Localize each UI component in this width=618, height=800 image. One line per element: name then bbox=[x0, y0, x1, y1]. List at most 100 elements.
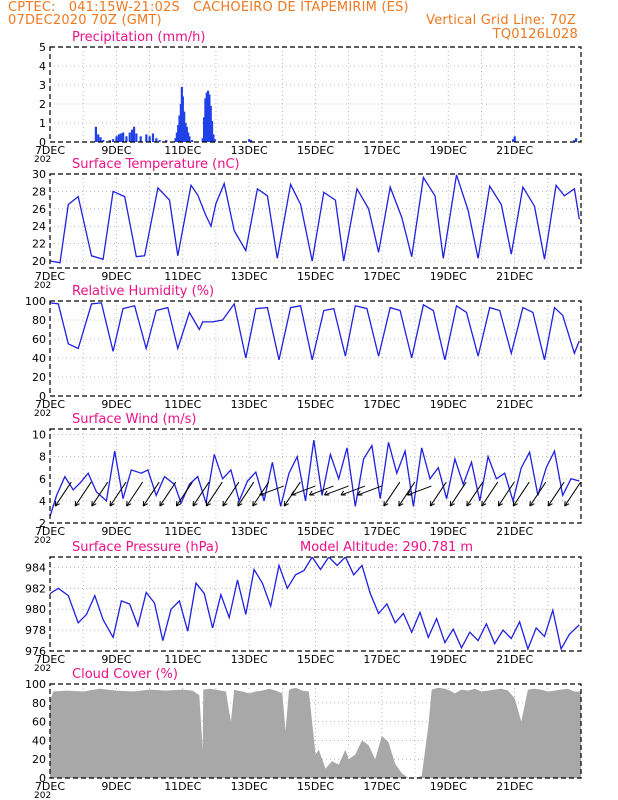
humidity-series-line bbox=[50, 302, 580, 361]
precip-bar bbox=[99, 137, 102, 142]
pressure-xtick: 7DEC bbox=[35, 653, 65, 666]
wind-frame bbox=[49, 428, 582, 524]
precip-bar bbox=[108, 140, 111, 142]
wind-xtick-year: 202 bbox=[34, 536, 51, 546]
precipitation-ytick: 0 bbox=[39, 136, 46, 149]
precip-bar bbox=[204, 98, 207, 142]
temperature-xtick: 11DEC bbox=[164, 270, 201, 283]
wind-arrow bbox=[222, 481, 240, 507]
precip-bar bbox=[184, 123, 187, 142]
precipitation-xtick: 9DEC bbox=[101, 144, 131, 157]
cloud-cover-ytick: 60 bbox=[32, 716, 46, 729]
cloud-cover-xtick: 15DEC bbox=[297, 780, 334, 793]
precip-bar bbox=[213, 139, 216, 142]
temperature-ytick: 30 bbox=[32, 168, 46, 181]
precip-bar bbox=[511, 139, 515, 142]
precip-bar bbox=[188, 136, 191, 142]
wind-arrow-head bbox=[206, 503, 211, 507]
precipitation-xtick: 21DEC bbox=[496, 144, 533, 157]
precipitation-ytick: 3 bbox=[39, 79, 46, 92]
wind-panel: 2 4 6 8 10 7DEC 9DEC 11DEC 13DEC 15DEC 17DEC 19DEC 2… bbox=[32, 412, 582, 546]
precip-bar bbox=[575, 138, 578, 142]
wind-arrow-head bbox=[142, 503, 148, 507]
wind-arrow-head bbox=[564, 503, 570, 507]
wind-arrow-head bbox=[529, 503, 535, 507]
precip-bar bbox=[132, 126, 136, 142]
wind-arrow bbox=[192, 481, 210, 507]
temperature-title: Surface Temperature (nC) bbox=[72, 157, 240, 172]
precip-bar bbox=[181, 96, 184, 142]
wind-arrow-head bbox=[383, 503, 389, 507]
precip-bar bbox=[177, 124, 180, 142]
wind-xtick: 15DEC bbox=[297, 525, 334, 538]
humidity-ytick: 40 bbox=[32, 352, 46, 365]
pressure-subtitle: Model Altitude: 290.781 m bbox=[300, 540, 473, 555]
wind-title: Surface Wind (m/s) bbox=[72, 412, 196, 427]
wind-arrow-head bbox=[547, 503, 553, 507]
cloud-cover-frame bbox=[49, 683, 582, 779]
precip-bar bbox=[130, 129, 134, 142]
precip-bar bbox=[94, 126, 97, 142]
precip-bar bbox=[117, 134, 120, 142]
pressure-ytick: 984 bbox=[25, 561, 46, 574]
precip-bar bbox=[151, 133, 155, 142]
wind-ytick: 2 bbox=[39, 517, 46, 530]
temperature-series-line bbox=[50, 174, 580, 264]
cloud-cover-xtick: 21DEC bbox=[496, 780, 533, 793]
wind-arrow bbox=[481, 481, 499, 507]
precip-bar bbox=[112, 139, 115, 142]
wind-arrow-head bbox=[252, 503, 258, 507]
wind-arrow bbox=[407, 485, 432, 496]
precipitation-xtick: 17DEC bbox=[363, 144, 400, 157]
wind-ytick: 10 bbox=[32, 429, 46, 442]
temperature-ytick: 28 bbox=[32, 185, 46, 198]
precip-bar bbox=[205, 92, 208, 142]
wind-xtick: 21DEC bbox=[496, 525, 533, 538]
precipitation-ytick: 5 bbox=[39, 41, 46, 54]
precip-bar bbox=[97, 134, 100, 142]
humidity-xtick-year: 202 bbox=[34, 409, 51, 419]
cloud-cover-xtick: 7DEC bbox=[35, 780, 65, 793]
precip-bar bbox=[115, 136, 118, 142]
wind-arrow-head bbox=[481, 503, 487, 507]
humidity-xtick: 17DEC bbox=[363, 398, 400, 411]
wind-arrow-head bbox=[109, 503, 115, 507]
pressure-series-line bbox=[50, 557, 580, 651]
precipitation-ytick: 4 bbox=[39, 60, 46, 73]
wind-arrow-head bbox=[91, 503, 97, 507]
cloud-area bbox=[50, 687, 581, 778]
precip-bar bbox=[209, 105, 212, 142]
precip-bar bbox=[178, 115, 181, 142]
wind-arrow bbox=[340, 485, 366, 496]
wind-arrow bbox=[529, 481, 547, 507]
temperature-xtick: 7DEC bbox=[35, 270, 65, 283]
precipitation-title: Precipitation (mm/h) bbox=[72, 30, 205, 45]
wind-arrow bbox=[547, 481, 565, 507]
wind-arrow bbox=[564, 481, 582, 507]
precipitation-xtick: 19DEC bbox=[430, 144, 467, 157]
humidity-xtick: 19DEC bbox=[430, 398, 467, 411]
humidity-ytick: 20 bbox=[32, 371, 46, 384]
cloud-cover-ytick: 0 bbox=[39, 772, 46, 785]
precipitation-xtick: 15DEC bbox=[297, 144, 334, 157]
wind-arrow-head bbox=[222, 503, 228, 507]
wind-arrow bbox=[205, 481, 223, 507]
precip-bar bbox=[175, 132, 178, 142]
temperature-ytick: 20 bbox=[32, 255, 46, 268]
wind-arrow-head bbox=[192, 503, 198, 507]
wind-arrow-head bbox=[466, 503, 472, 507]
precipitation-xtick-year: 202 bbox=[34, 155, 51, 165]
precip-bar bbox=[139, 136, 142, 142]
pressure-ytick: 978 bbox=[25, 624, 46, 637]
wind-arrow bbox=[91, 481, 109, 507]
wind-arrow-head bbox=[406, 490, 411, 496]
wind-ytick: 8 bbox=[39, 451, 46, 464]
precipitation-xtick: 11DEC bbox=[164, 144, 201, 157]
wind-arrow bbox=[291, 485, 316, 496]
humidity-panel: 0 20 40 60 80 100 7DEC 9DEC 11DEC 13DEC 15DEC 17DEC… bbox=[25, 284, 582, 419]
wind-arrow-head bbox=[398, 503, 404, 507]
wind-arrow bbox=[466, 481, 484, 507]
temperature-panel: 20 22 24 26 28 30 7DEC 9DEC 11DEC 13DEC 15DEC 17DEC… bbox=[32, 157, 582, 291]
pressure-title: Surface Pressure (hPa) bbox=[72, 540, 219, 555]
wind-arrow bbox=[237, 481, 255, 507]
